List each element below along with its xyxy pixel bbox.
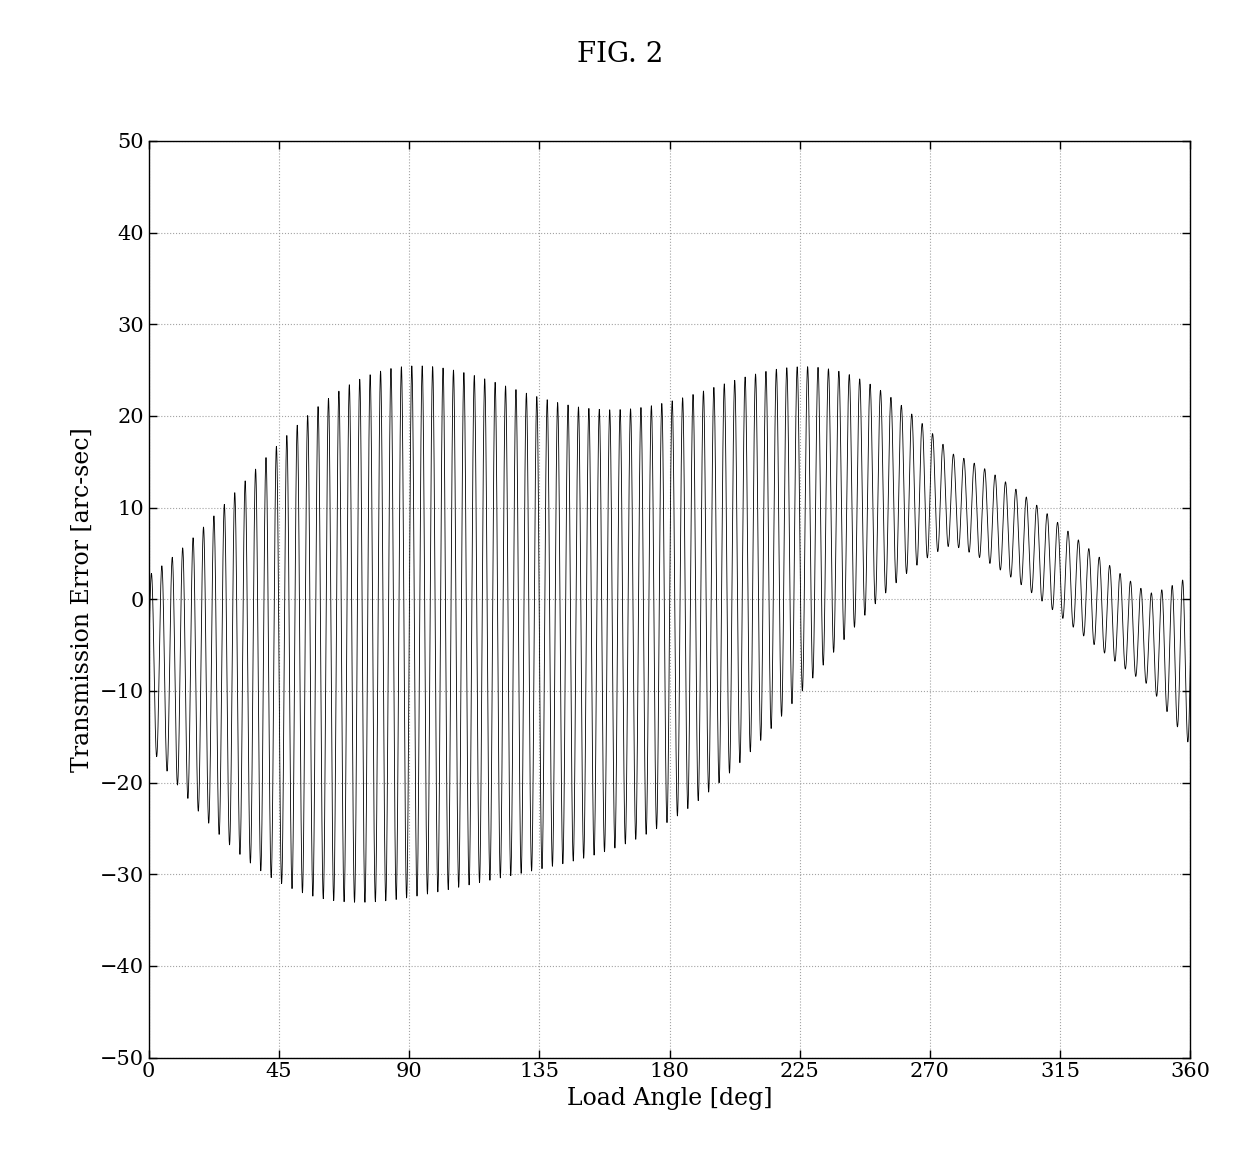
Text: FIG. 2: FIG. 2 [577, 41, 663, 68]
X-axis label: Load Angle [deg]: Load Angle [deg] [567, 1087, 773, 1110]
Y-axis label: Transmission Error [arc-sec]: Transmission Error [arc-sec] [71, 427, 94, 772]
